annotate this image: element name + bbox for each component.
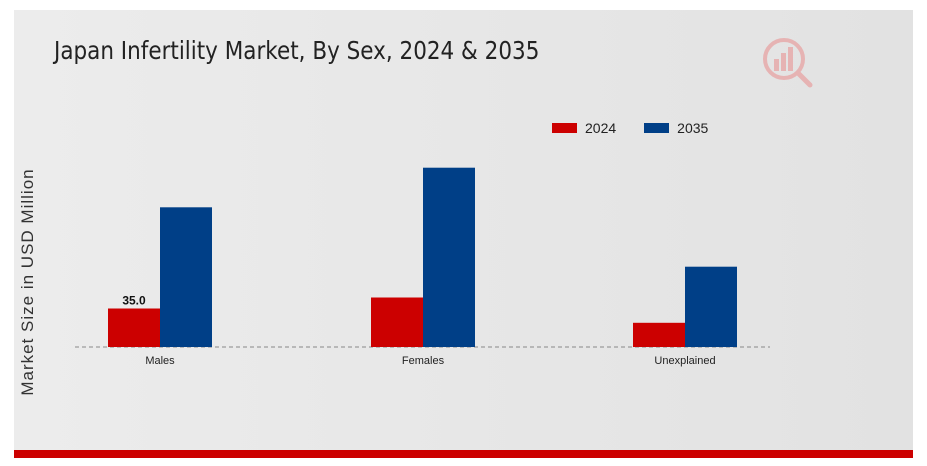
legend-item-2035: 2035 (644, 120, 708, 136)
x-tick-label-unexplained: Unexplained (654, 355, 715, 367)
x-tick-label-males: Males (145, 355, 175, 367)
legend: 2024 2035 (552, 120, 736, 136)
bar-females-2035 (423, 167, 475, 347)
footer-bar (14, 450, 913, 458)
market-research-logo-icon (763, 38, 813, 88)
bar-females-2024 (371, 297, 423, 347)
legend-swatch-2035 (644, 123, 670, 133)
bar-unexplained-2024 (633, 322, 685, 347)
data-label-males-2024: 35.0 (122, 294, 146, 308)
bar-males-2024 (108, 308, 160, 347)
bar-males-2035 (160, 207, 212, 347)
legend-label-2035: 2035 (677, 120, 709, 136)
bar-unexplained-2035 (685, 266, 737, 347)
legend-swatch-2024 (552, 123, 577, 133)
legend-item-2024: 2024 (552, 120, 616, 136)
chart-title: Japan Infertility Market, By Sex, 2024 &… (54, 36, 540, 65)
legend-label-2024: 2024 (585, 120, 617, 136)
x-tick-label-females: Females (402, 355, 445, 367)
